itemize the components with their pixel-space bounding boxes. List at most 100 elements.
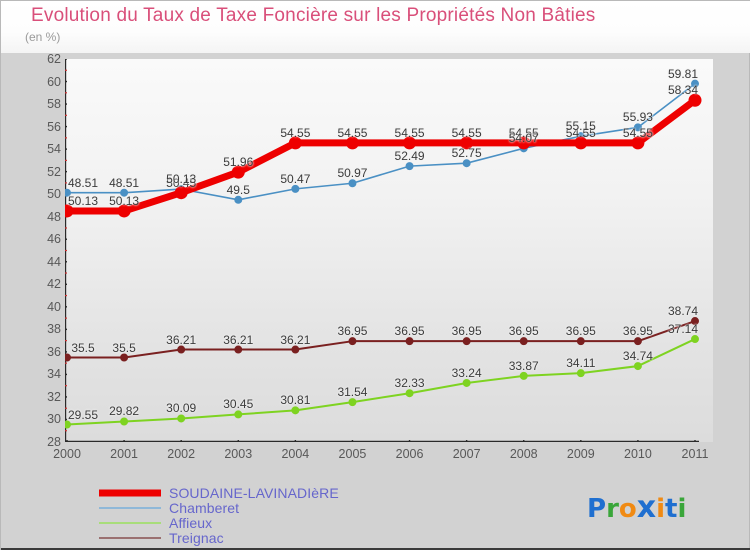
data-point xyxy=(65,353,71,362)
point-value-label: 32.33 xyxy=(394,376,425,391)
y-tick-label: 30 xyxy=(47,412,61,427)
point-value-label: 36.95 xyxy=(508,324,539,339)
point-value-label: 55.15 xyxy=(565,119,596,134)
chart-legend: SOUDAINE-LAVINADIèRE Chamberet Affieux Trei… xyxy=(99,485,419,547)
data-point xyxy=(177,414,186,423)
point-value-label: 50.45 xyxy=(166,175,197,190)
series-treignac xyxy=(65,317,699,362)
y-tick-label: 60 xyxy=(47,74,61,89)
data-point xyxy=(462,159,471,168)
data-point xyxy=(120,188,129,197)
point-value-label: 54.55 xyxy=(337,125,368,140)
point-value-label: 48.51 xyxy=(67,175,99,190)
point-value-label: 49.5 xyxy=(226,182,250,197)
logo-letter: i xyxy=(677,494,687,524)
logo-letter: t xyxy=(665,494,678,524)
point-value-label: 36.95 xyxy=(337,324,368,339)
point-value-label: 54.07 xyxy=(508,131,539,146)
data-point xyxy=(348,179,357,188)
y-tick-label: 48 xyxy=(47,209,61,224)
legend-label: Treignac xyxy=(169,529,224,546)
data-point xyxy=(291,406,300,415)
legend-label: Affieux xyxy=(169,514,213,531)
point-value-label: 30.45 xyxy=(223,397,254,412)
legend-label: Chamberet xyxy=(169,499,240,516)
point-value-label: 54.55 xyxy=(451,125,482,140)
y-tick-label: 44 xyxy=(47,254,61,269)
legend-item-treignac[interactable]: Treignac xyxy=(99,529,419,546)
plot-area: 50.13 50.13 50.45 51.96 54.55 54.55 54.55 54.55… xyxy=(65,59,713,442)
data-point xyxy=(291,345,300,354)
y-tick-label: 38 xyxy=(47,322,61,337)
x-tick-label: 2007 xyxy=(452,447,481,461)
point-value-label: 37.14 xyxy=(667,322,699,337)
data-point xyxy=(348,398,357,407)
point-value-label: 36.21 xyxy=(166,332,197,347)
y-tick-label: 56 xyxy=(47,119,61,134)
x-axis-labels: 2000 2001 2002 2003 2004 2005 2006 2007 2008 2009… xyxy=(53,445,713,467)
y-tick-label: 50 xyxy=(47,187,61,202)
series-line xyxy=(66,82,696,201)
point-value-label: 29.55 xyxy=(67,407,99,422)
point-value-label: 35.5 xyxy=(112,340,136,355)
chart-svg xyxy=(65,59,702,442)
legend-item-chamberet[interactable]: Chamberet xyxy=(99,499,419,516)
point-value-label: 48.51 xyxy=(109,175,140,190)
point-value-label: 50.47 xyxy=(280,171,311,186)
proxiti-logo[interactable]: Proxiti xyxy=(587,490,686,525)
logo-letter: o xyxy=(618,494,637,524)
point-value-label: 36.95 xyxy=(451,324,482,339)
data-point xyxy=(462,378,471,387)
point-value-label: 29.82 xyxy=(109,404,140,419)
series-line xyxy=(66,320,696,359)
y-tick-label: 58 xyxy=(47,97,61,112)
point-value-label: 55.93 xyxy=(622,110,653,125)
y-axis-labels: 28 30 32 34 36 38 40 42 44 46 48 50 52 54 56 58 60 62 xyxy=(19,52,61,449)
plot-background xyxy=(65,59,713,442)
data-point xyxy=(403,136,417,150)
legend-color-swatch xyxy=(99,521,161,524)
data-point xyxy=(234,410,243,419)
data-point xyxy=(460,136,474,150)
data-point xyxy=(177,345,186,354)
data-point xyxy=(117,204,131,218)
point-value-label: 36.21 xyxy=(280,332,311,347)
point-value-label: 50.13 xyxy=(109,193,140,208)
data-point xyxy=(691,335,699,344)
footer-divider xyxy=(1,548,750,550)
legend-color-swatch xyxy=(99,536,161,539)
point-value-label: 50.97 xyxy=(337,166,368,181)
data-point xyxy=(517,136,531,150)
y-tick-label: 54 xyxy=(47,142,61,157)
data-point xyxy=(633,362,642,371)
legend-color-swatch xyxy=(99,506,161,509)
data-point xyxy=(519,371,528,380)
point-value-label: 30.09 xyxy=(166,401,197,416)
legend-item-soudaine-lavinadi-re[interactable]: SOUDAINE-LAVINADIèRE xyxy=(99,485,419,501)
point-value-label: 34.11 xyxy=(566,356,596,371)
point-value-label: 50.13 xyxy=(67,193,99,208)
data-point xyxy=(462,337,471,346)
logo-letter: i xyxy=(656,494,666,524)
x-tick-label: 2004 xyxy=(281,447,310,461)
data-point xyxy=(288,136,302,150)
y-tick-label: 40 xyxy=(47,299,61,314)
series-line xyxy=(65,96,699,215)
point-value-label: 54.55 xyxy=(565,125,596,140)
y-tick-label: 62 xyxy=(47,52,61,66)
data-point xyxy=(691,79,699,88)
data-point xyxy=(576,337,585,346)
point-value-label: 54.55 xyxy=(280,125,311,140)
data-point xyxy=(174,186,188,200)
point-value-label: 52.49 xyxy=(394,149,425,164)
data-point xyxy=(405,337,414,346)
legend-item-affieux[interactable]: Affieux xyxy=(99,514,419,531)
point-value-label: 31.54 xyxy=(337,385,368,400)
x-tick-label: 2010 xyxy=(624,447,652,461)
data-point xyxy=(231,165,245,179)
legend-color-swatch xyxy=(99,489,161,496)
point-value-label: 54.55 xyxy=(508,125,539,140)
x-tick-label: 2001 xyxy=(110,447,138,461)
x-tick-label: 2008 xyxy=(509,447,538,461)
y-tick-label: 32 xyxy=(47,389,61,404)
